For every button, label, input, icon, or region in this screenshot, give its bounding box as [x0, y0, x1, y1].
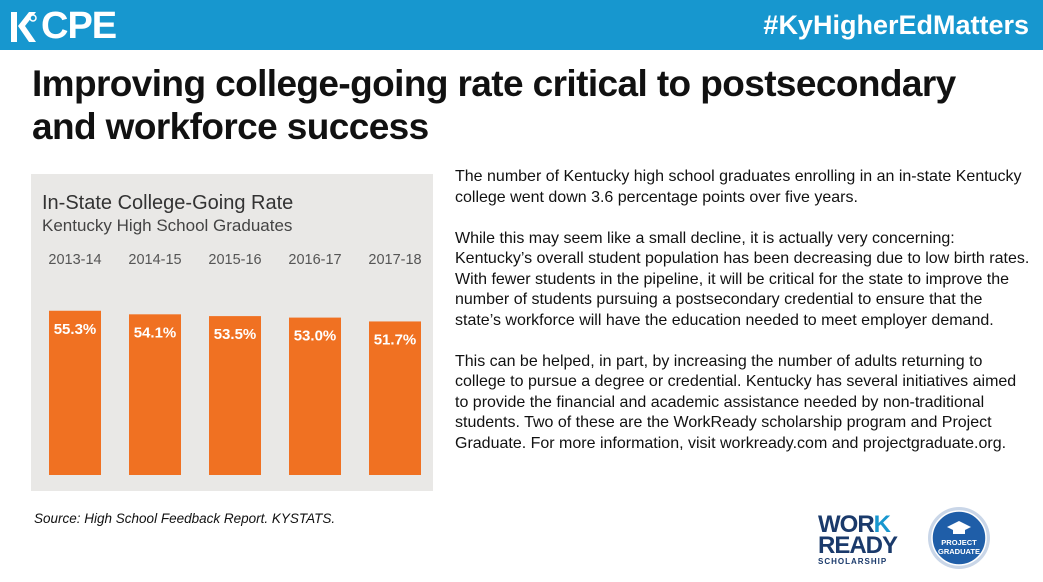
bar-2017-18	[369, 321, 421, 475]
cpe-logo: CPE	[9, 5, 117, 47]
cpe-logo-text: CPE	[41, 5, 117, 47]
bar-2016-17	[289, 317, 341, 475]
source-note: Source: High School Feedback Report. KYS…	[34, 511, 336, 526]
chart-title: In-State College-Going Rate	[42, 192, 294, 214]
bar-value-label: 53.5%	[214, 326, 257, 343]
category-label: 2015-16	[208, 252, 261, 268]
project-graduate-line1: PROJECT	[941, 538, 977, 547]
category-label: 2014-15	[128, 252, 181, 268]
workready-wor: WOR	[818, 511, 875, 538]
bar-chart: 55.3% 2013-14 54.1% 2014-15 53.5% 2015-16 53.0…	[48, 252, 422, 475]
category-label: 2017-18	[368, 252, 421, 268]
workready-line2: READY	[818, 532, 898, 559]
page-headline: Improving college-going rate critical to…	[32, 63, 956, 147]
workready-line1: WORK	[818, 511, 918, 538]
body-text: The number of Kentucky high school gradu…	[455, 167, 1030, 475]
workready-k: K	[873, 511, 891, 538]
kentucky-figure-icon	[11, 12, 37, 42]
project-graduate-line2: GRADUATE	[938, 547, 980, 556]
bar-2014-15	[129, 314, 181, 475]
bar-value-label: 55.3%	[54, 321, 97, 338]
workready-sub: SCHOLARSHIP	[818, 557, 888, 566]
category-label: 2013-14	[48, 252, 101, 268]
bar-value-label: 53.0%	[294, 328, 337, 345]
body-paragraph: While this may seem like a small decline…	[455, 229, 1030, 329]
workready-logo: WORK READY SCHOLARSHIP	[818, 511, 918, 570]
chart-subtitle: Kentucky High School Graduates	[42, 216, 293, 235]
bar-2015-16	[209, 316, 261, 475]
top-banner: CPE #KyHigherEdMatters	[0, 0, 1043, 50]
category-label: 2016-17	[288, 252, 341, 268]
hashtag: #KyHigherEdMatters	[763, 10, 1029, 40]
bar-2013-14	[49, 310, 101, 475]
body-paragraph: The number of Kentucky high school gradu…	[455, 168, 1022, 206]
bar-value-label: 54.1%	[134, 324, 177, 341]
project-graduate-logo: PROJECT GRADUATE	[928, 507, 990, 569]
bar-value-label: 51.7%	[374, 331, 417, 348]
body-paragraph: This can be helped, in part, by increasi…	[455, 352, 1017, 452]
